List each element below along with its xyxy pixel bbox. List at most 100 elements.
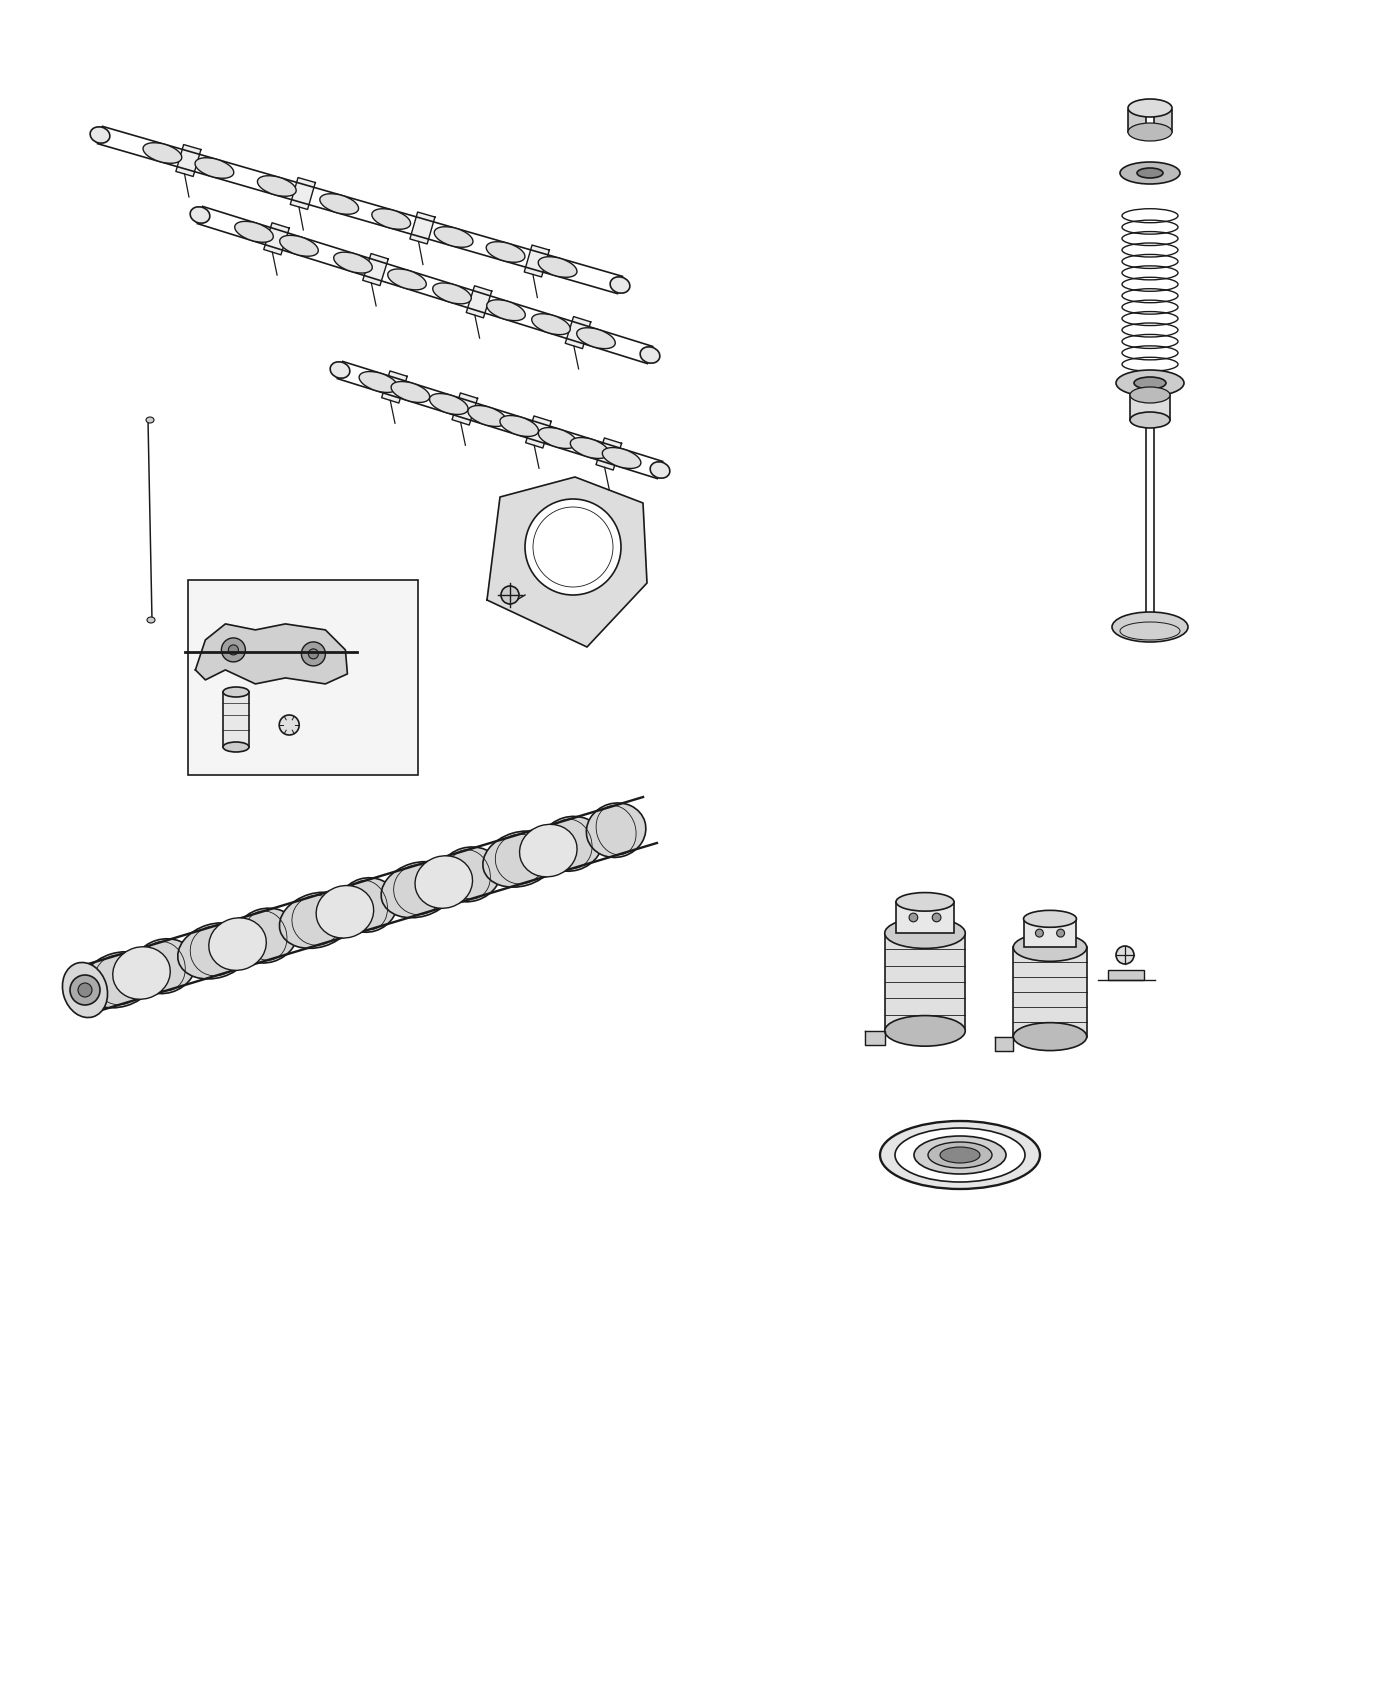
Ellipse shape <box>483 831 557 887</box>
Ellipse shape <box>223 741 249 751</box>
Polygon shape <box>995 1037 1014 1051</box>
Polygon shape <box>290 177 315 209</box>
Ellipse shape <box>539 427 577 449</box>
Ellipse shape <box>280 892 354 949</box>
Ellipse shape <box>330 362 350 377</box>
Ellipse shape <box>391 381 430 403</box>
Bar <box>1107 971 1144 979</box>
Ellipse shape <box>209 918 266 971</box>
Ellipse shape <box>532 314 570 335</box>
Bar <box>1014 947 1086 1037</box>
Circle shape <box>932 913 941 921</box>
Circle shape <box>909 913 918 921</box>
Ellipse shape <box>1023 910 1077 926</box>
Polygon shape <box>466 286 491 318</box>
Circle shape <box>78 983 92 996</box>
Ellipse shape <box>63 962 108 1018</box>
Circle shape <box>308 649 318 660</box>
Ellipse shape <box>258 175 297 196</box>
Ellipse shape <box>90 128 109 143</box>
Ellipse shape <box>81 952 157 1008</box>
Bar <box>188 580 419 775</box>
Ellipse shape <box>319 194 358 214</box>
Ellipse shape <box>1014 1023 1086 1051</box>
Ellipse shape <box>178 923 252 979</box>
Ellipse shape <box>500 415 539 437</box>
Ellipse shape <box>602 447 641 469</box>
Ellipse shape <box>190 207 210 223</box>
Polygon shape <box>196 624 347 683</box>
Circle shape <box>501 586 519 604</box>
Ellipse shape <box>487 299 525 321</box>
Ellipse shape <box>143 143 182 163</box>
Polygon shape <box>487 478 647 648</box>
Ellipse shape <box>381 862 455 918</box>
Ellipse shape <box>337 877 398 932</box>
Ellipse shape <box>434 226 473 246</box>
Ellipse shape <box>234 908 297 962</box>
Ellipse shape <box>486 241 525 262</box>
Polygon shape <box>865 1030 885 1046</box>
Bar <box>1130 394 1170 420</box>
Ellipse shape <box>914 1136 1007 1175</box>
Ellipse shape <box>280 235 318 257</box>
Polygon shape <box>363 253 388 286</box>
Ellipse shape <box>438 847 501 901</box>
Polygon shape <box>263 223 290 255</box>
Ellipse shape <box>360 372 398 393</box>
Ellipse shape <box>881 1120 1040 1188</box>
Bar <box>1023 918 1077 947</box>
Polygon shape <box>566 316 591 348</box>
Circle shape <box>1116 945 1134 964</box>
Ellipse shape <box>1137 168 1163 178</box>
Ellipse shape <box>519 824 577 877</box>
Ellipse shape <box>316 886 374 938</box>
Bar <box>896 901 953 933</box>
Ellipse shape <box>388 269 426 289</box>
Ellipse shape <box>538 257 577 277</box>
Ellipse shape <box>433 282 472 304</box>
Ellipse shape <box>1116 371 1184 396</box>
Ellipse shape <box>885 1015 965 1046</box>
Ellipse shape <box>587 802 645 857</box>
Ellipse shape <box>1120 162 1180 184</box>
Ellipse shape <box>113 947 171 1000</box>
Circle shape <box>70 976 99 1005</box>
Ellipse shape <box>928 1142 993 1168</box>
Polygon shape <box>176 144 202 177</box>
Ellipse shape <box>333 252 372 274</box>
Ellipse shape <box>133 938 196 993</box>
Bar <box>1154 110 1172 133</box>
Ellipse shape <box>650 462 669 478</box>
Circle shape <box>279 716 300 734</box>
Ellipse shape <box>895 1129 1025 1181</box>
Ellipse shape <box>1014 933 1086 960</box>
Bar <box>885 933 965 1030</box>
Ellipse shape <box>1134 377 1166 389</box>
Ellipse shape <box>235 221 273 241</box>
Ellipse shape <box>577 328 615 348</box>
Ellipse shape <box>640 347 659 364</box>
Polygon shape <box>382 371 407 403</box>
Ellipse shape <box>147 617 155 622</box>
Ellipse shape <box>1112 612 1189 643</box>
Ellipse shape <box>195 158 234 178</box>
Circle shape <box>1036 930 1043 937</box>
Ellipse shape <box>885 918 965 949</box>
Ellipse shape <box>430 393 468 415</box>
Ellipse shape <box>570 437 609 459</box>
Ellipse shape <box>939 1148 980 1163</box>
Polygon shape <box>452 393 477 425</box>
Circle shape <box>228 644 238 654</box>
Ellipse shape <box>1128 99 1172 117</box>
Bar <box>223 692 249 746</box>
Circle shape <box>301 643 325 666</box>
Ellipse shape <box>1130 411 1170 428</box>
Circle shape <box>1057 930 1064 937</box>
Polygon shape <box>596 439 622 469</box>
Ellipse shape <box>539 816 602 870</box>
Circle shape <box>221 638 245 661</box>
Ellipse shape <box>468 406 507 427</box>
Ellipse shape <box>1130 388 1170 403</box>
Ellipse shape <box>896 892 953 911</box>
